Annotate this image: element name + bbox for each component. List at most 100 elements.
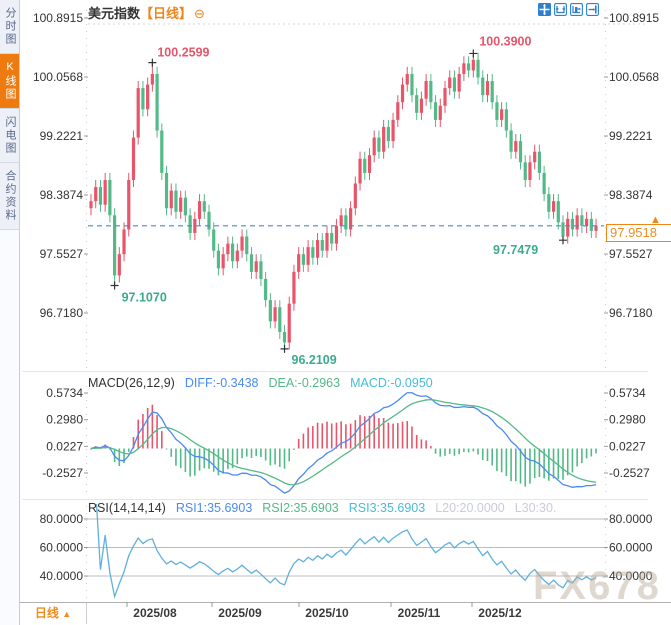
collapse-indicator-icon[interactable]: ⊖ [194,6,205,21]
macd-histogram-bar [496,448,498,472]
candles-layer[interactable] [89,52,598,350]
macd-histogram-bar [378,418,380,449]
extreme-marker-cross [110,281,119,290]
candle-body [183,197,187,216]
macd-histogram-bar [548,448,550,481]
price-up-arrow-icon: ▲ [650,213,661,226]
candle-body [504,109,508,131]
macd-dea: DEA:-0.2963 [268,376,341,390]
page-title: 美元指数 [88,6,141,21]
macd-histogram-bar [156,415,158,449]
candle-body [580,215,584,226]
candle-body [585,218,589,226]
candle-body [495,102,499,120]
candle-body [292,271,296,304]
candle-body [547,194,551,212]
macd-histogram-bar [590,448,593,457]
macd-axis-label: -0.2527 [42,466,83,480]
candle-body [235,250,239,262]
chart-toolbar [538,3,599,16]
macd-histogram-bar [293,448,295,450]
macd-histogram-bar [288,448,291,462]
macd-histogram-bar [430,446,432,449]
macd-histogram-bar [359,415,361,449]
candle-body [268,300,272,322]
macd-histogram-bar [481,448,484,460]
candle-body [462,63,466,74]
candle-body [221,254,225,269]
candle-body [98,187,103,205]
macd-histogram-bar [208,448,210,469]
rsi-layer[interactable] [95,491,597,599]
price-annotation: 96.2109 [292,353,337,367]
date-label: 2025/11 [398,606,441,620]
macd-histogram-bar [170,448,173,457]
macd-histogram-bar [165,448,168,450]
candle-body [500,109,504,120]
macd-axis-label: 0.2980 [609,413,646,427]
macd-histogram-bar [439,448,442,457]
zoom-in-x-icon[interactable] [554,3,567,16]
macd-histogram-bar [425,440,427,449]
macd-histogram-bar [595,448,597,454]
date-label: 2025/09 [218,606,262,620]
candle-body [448,77,452,89]
pan-icon[interactable] [538,3,551,16]
macd-histogram-bar [184,448,187,473]
sidebar-tab-timeshare[interactable]: 分时图 [0,0,19,54]
macd-histogram-bar [557,448,560,479]
macd-histogram-bar [250,448,253,458]
sidebar-tab-contract-info[interactable]: 合约资料 [0,163,19,230]
macd-histogram-bar [340,421,342,449]
candle-body [301,254,305,265]
macd-histogram-bar [283,448,286,469]
macd-histogram-bar [345,424,347,449]
candle-body [537,151,541,173]
sidebar-tab-lightning[interactable]: 闪电图 [0,109,19,163]
candle-body [556,201,560,223]
candle-body [311,247,315,258]
macd-histogram-bar [222,448,224,474]
candle-body [231,243,235,262]
candle-body [282,331,287,343]
period-selector[interactable]: 日线 ▲ [20,603,87,624]
price-annotation: 97.1070 [122,291,167,305]
macd-axis-label: 0.0227 [609,439,646,453]
candle-body [561,222,565,237]
price-axis-label: 99.2221 [609,129,653,143]
candle-body [452,77,457,92]
price-annotation: 100.3900 [479,34,531,48]
candle-body [131,137,136,180]
macd-axis-label: 0.5734 [46,386,83,400]
price-axis-label: 100.8915 [33,11,83,25]
candle-body [353,183,357,209]
candle-body [443,88,447,106]
macd-histogram-bar [241,448,243,459]
macd-histogram-bar [132,437,135,449]
candle-body [349,208,353,230]
candle-body [377,137,381,152]
macd-histogram-bar [382,418,385,449]
candle-body [193,218,197,233]
candle-body [259,261,263,279]
zoom-out-x-icon[interactable] [570,3,583,16]
rsi-axis-label: 60.0000 [609,541,653,555]
macd-layer[interactable] [90,392,597,494]
candle-body [315,240,320,258]
candle-body [136,88,140,138]
candle-body [117,254,121,276]
candle-body [240,236,244,251]
candle-body [306,247,310,265]
candle-body [566,218,570,237]
candle-body [372,137,376,156]
rsi1: RSI1:35.6903 [175,501,253,515]
candle-body [287,303,291,343]
candle-body [518,141,523,163]
candle-body [551,201,556,212]
price-axis-label: 100.0568 [33,70,83,84]
sidebar-tab-kline[interactable]: K线图 [0,54,19,109]
go-latest-icon[interactable] [586,3,599,16]
macd-histogram-bar [127,448,130,452]
period-selector-caret-icon: ▲ [62,609,72,619]
